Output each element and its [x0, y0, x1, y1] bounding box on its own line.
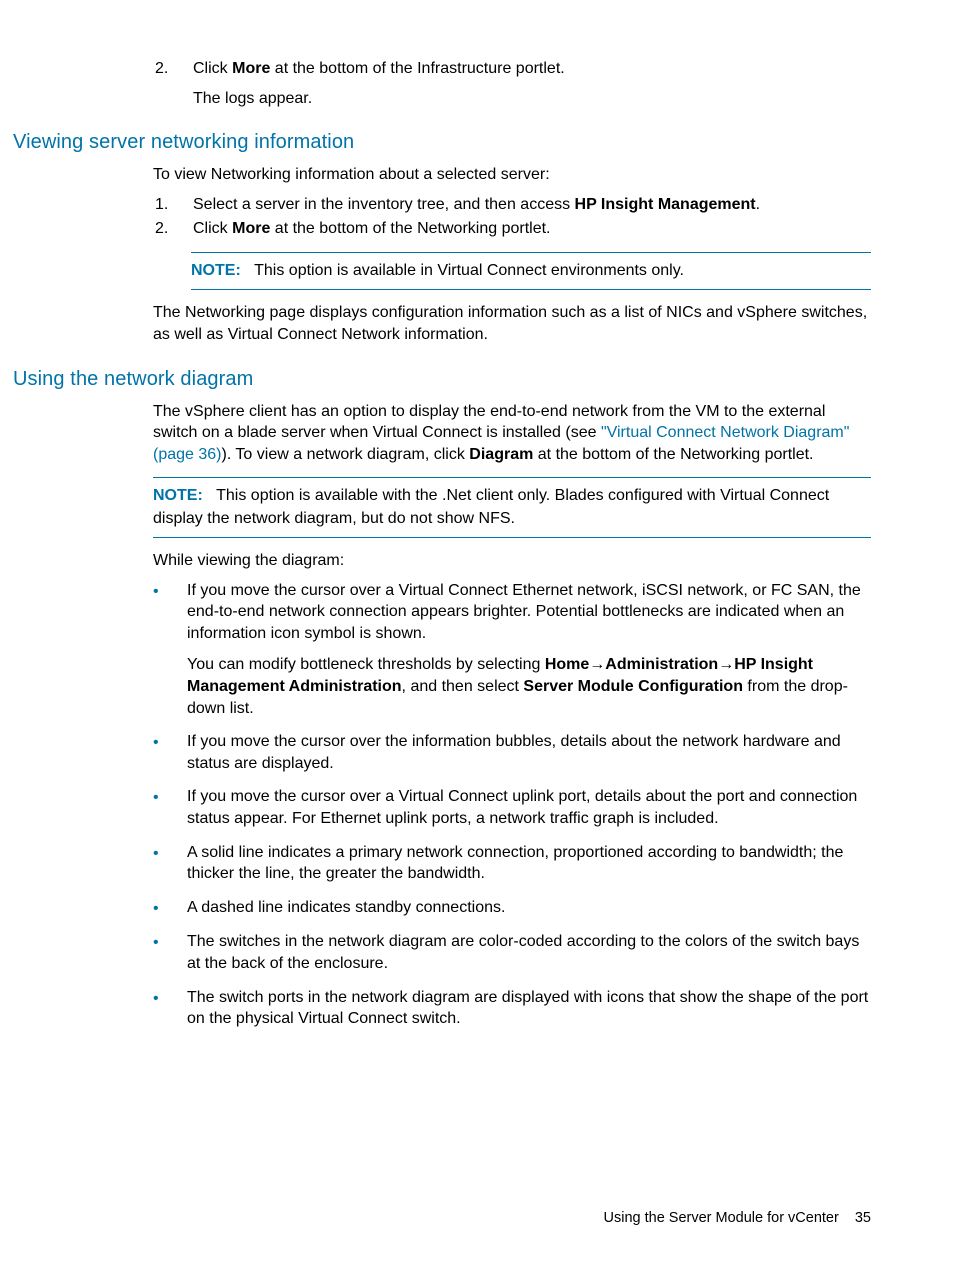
text: The switches in the network diagram are … — [187, 931, 871, 974]
note-text: This option is available with the .Net c… — [153, 487, 829, 526]
page-number: 35 — [855, 1210, 871, 1226]
sec2-note: NOTE: This option is available with the … — [153, 477, 871, 538]
sec2-p1: The vSphere client has an option to disp… — [153, 401, 871, 466]
text: ). To view a network diagram, click — [222, 446, 470, 463]
sec1-step-1: 1. Select a server in the inventory tree… — [153, 194, 871, 216]
bullet-icon: • — [153, 987, 187, 1030]
list-item: • A dashed line indicates standby connec… — [153, 897, 871, 920]
text: The switch ports in the network diagram … — [187, 987, 871, 1030]
text: Click — [193, 220, 232, 237]
text: You can modify bottleneck thresholds by … — [187, 656, 545, 673]
step-number: 2. — [153, 218, 193, 240]
text: A dashed line indicates standby connecti… — [187, 897, 871, 920]
step-number: 1. — [153, 194, 193, 216]
sec1-after: The Networking page displays configurati… — [153, 302, 871, 345]
list-item: • The switches in the network diagram ar… — [153, 931, 871, 974]
page-footer: Using the Server Module for vCenter 35 — [604, 1210, 872, 1226]
bold: Administration — [605, 656, 718, 673]
text: A solid line indicates a primary network… — [187, 842, 871, 885]
list-item: • The switch ports in the network diagra… — [153, 987, 871, 1030]
text: , and then select — [402, 678, 524, 695]
note-text: This option is available in Virtual Conn… — [254, 262, 684, 279]
sec2-p2: While viewing the diagram: — [153, 550, 871, 572]
sec1-note: NOTE: This option is available in Virtua… — [191, 252, 871, 290]
bullet-icon: • — [153, 786, 187, 829]
step-body: Click More at the bottom of the Infrastr… — [193, 58, 871, 109]
text: If you move the cursor over a Virtual Co… — [187, 582, 861, 642]
heading-viewing-server-networking: Viewing server networking information — [13, 131, 871, 154]
page: 2. Click More at the bottom of the Infra… — [0, 0, 954, 1271]
bold: Diagram — [469, 446, 533, 463]
arrow: → — [718, 656, 734, 673]
bold: Home — [545, 656, 589, 673]
bold: More — [232, 60, 270, 77]
bullet-icon: • — [153, 580, 187, 720]
list-item: • A solid line indicates a primary netwo… — [153, 842, 871, 885]
text: at the bottom of the Infrastructure port… — [270, 60, 564, 77]
sec2-body: The vSphere client has an option to disp… — [153, 401, 871, 1030]
text: If you move the cursor over a Virtual Co… — [187, 786, 871, 829]
bullet-icon: • — [153, 731, 187, 774]
bullet-body: If you move the cursor over a Virtual Co… — [187, 580, 871, 720]
bold: More — [232, 220, 270, 237]
text: at the bottom of the Networking portlet. — [533, 446, 813, 463]
heading-using-network-diagram: Using the network diagram — [13, 368, 871, 391]
intro-step-2: 2. Click More at the bottom of the Infra… — [153, 58, 871, 109]
text: at the bottom of the Networking portlet. — [270, 220, 550, 237]
intro-continuation: 2. Click More at the bottom of the Infra… — [153, 58, 871, 109]
sec1-body: To view Networking information about a s… — [153, 164, 871, 345]
footer-text: Using the Server Module for vCenter — [604, 1210, 839, 1226]
note-label: NOTE: — [153, 487, 203, 504]
list-item: • If you move the cursor over the inform… — [153, 731, 871, 774]
bullet-sub: You can modify bottleneck thresholds by … — [187, 654, 871, 719]
step-body: Select a server in the inventory tree, a… — [193, 194, 871, 216]
text: Click — [193, 60, 232, 77]
step-sub: The logs appear. — [193, 88, 871, 110]
sec1-intro: To view Networking information about a s… — [153, 164, 871, 186]
bold: Server Module Configuration — [523, 678, 743, 695]
bullet-icon: • — [153, 931, 187, 974]
bullet-list: • If you move the cursor over a Virtual … — [153, 580, 871, 1030]
step-number: 2. — [153, 58, 193, 109]
text: . — [756, 196, 760, 213]
sec1-step-2: 2. Click More at the bottom of the Netwo… — [153, 218, 871, 240]
bullet-icon: • — [153, 842, 187, 885]
step-body: Click More at the bottom of the Networki… — [193, 218, 871, 240]
arrow: → — [589, 656, 605, 673]
note-label: NOTE: — [191, 262, 241, 279]
bullet-icon: • — [153, 897, 187, 920]
bold: HP Insight Management — [575, 196, 756, 213]
list-item: • If you move the cursor over a Virtual … — [153, 580, 871, 720]
list-item: • If you move the cursor over a Virtual … — [153, 786, 871, 829]
text: If you move the cursor over the informat… — [187, 731, 871, 774]
text: Select a server in the inventory tree, a… — [193, 196, 575, 213]
